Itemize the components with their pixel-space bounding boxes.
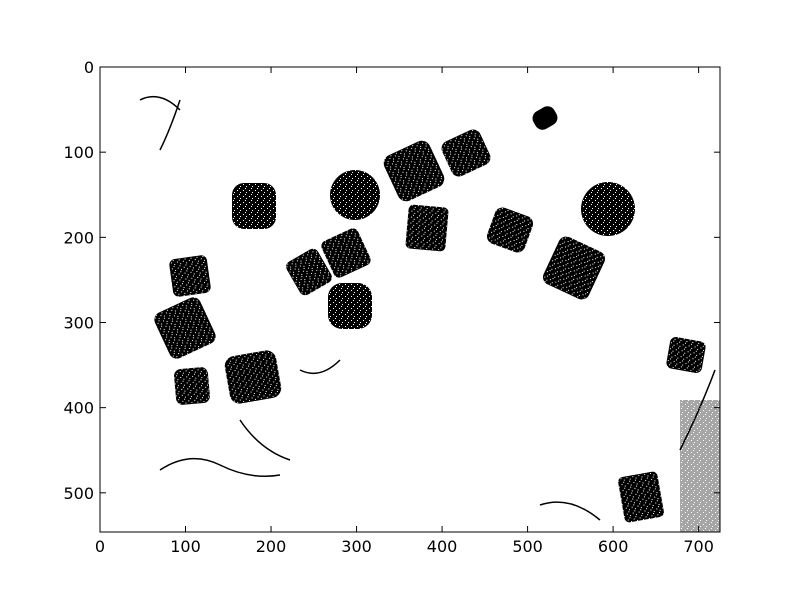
y-tick-label: 0 <box>84 58 94 77</box>
axes-frame <box>99 66 721 533</box>
blob <box>154 297 216 359</box>
blob <box>224 350 282 404</box>
x-tick-label: 0 <box>95 537 105 556</box>
y-tick-label: 400 <box>63 399 94 418</box>
y-tick-label: 200 <box>63 228 94 247</box>
y-tick-label: 100 <box>63 143 94 162</box>
x-tick-label: 300 <box>341 537 372 556</box>
blob <box>321 228 371 278</box>
noise-region <box>680 400 720 532</box>
blob <box>169 255 211 297</box>
x-tick-label: 500 <box>512 537 543 556</box>
blob <box>328 283 372 329</box>
y-tick-label: 500 <box>63 484 94 503</box>
blob <box>532 106 558 130</box>
blob <box>486 207 534 253</box>
blob <box>618 471 664 523</box>
blob <box>330 170 380 220</box>
blob <box>174 367 210 405</box>
x-tick-label: 700 <box>683 537 714 556</box>
blob <box>383 140 445 202</box>
x-tick-label: 400 <box>427 537 458 556</box>
image <box>139 95 720 532</box>
blob <box>405 204 449 252</box>
y-tick-label: 300 <box>63 313 94 332</box>
blob <box>441 129 491 177</box>
x-tick-label: 600 <box>598 537 629 556</box>
blob <box>581 182 635 236</box>
x-tick-label: 200 <box>256 537 287 556</box>
blob <box>542 236 606 300</box>
blob <box>232 183 276 229</box>
blob <box>286 248 332 296</box>
x-tick-label: 100 <box>170 537 201 556</box>
image-area <box>100 67 720 532</box>
blob <box>666 337 706 373</box>
